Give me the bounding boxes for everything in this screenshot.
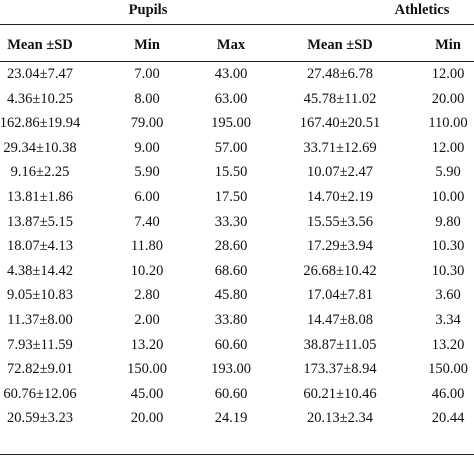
rule	[0, 24, 474, 25]
cell: 150.00	[127, 361, 167, 378]
group-header: Pupils	[128, 2, 168, 18]
cell: 13.81±1.86	[7, 189, 73, 205]
cell: 17.50	[214, 189, 248, 205]
cell: 60.76±12.06	[3, 385, 77, 402]
cell: 10.30	[431, 238, 465, 255]
cell: 193.00	[211, 361, 251, 378]
cell: 4.38±14.42	[7, 262, 73, 279]
cell: 17.29±3.94	[307, 238, 373, 255]
column-header: Mean ±SD	[7, 37, 73, 53]
rule	[0, 454, 474, 455]
cell: 2.00	[134, 312, 160, 328]
cell: 60.60	[214, 336, 248, 353]
cell: 60.60	[214, 385, 248, 402]
cell: 11.37±8.00	[7, 312, 73, 328]
cell: 28.60	[214, 238, 248, 255]
cell: 79.00	[130, 115, 164, 132]
cell: 60.21±10.46	[303, 385, 377, 402]
cell: 110.00	[428, 115, 468, 132]
cell: 23.04±7.47	[7, 66, 73, 82]
cell: 14.70±2.19	[307, 189, 373, 205]
cell: 20.13±2.34	[307, 410, 373, 427]
cell: 8.00	[134, 90, 160, 107]
column-header: Min	[134, 37, 160, 53]
cell: 15.55±3.56	[307, 213, 373, 230]
cell: 20.00	[431, 90, 465, 107]
cell: 7.93±11.59	[7, 336, 73, 353]
cell: 20.59±3.23	[7, 410, 73, 427]
cell: 33.71±12.69	[303, 139, 377, 156]
cell: 150.00	[428, 361, 468, 378]
cell: 24.19	[214, 410, 248, 427]
cell: 14.47±8.08	[307, 312, 373, 328]
cell: 63.00	[214, 90, 248, 107]
cell: 7.00	[134, 66, 160, 82]
cell: 9.00	[134, 139, 160, 156]
cell: 27.48±6.78	[307, 66, 373, 82]
cell: 20.44	[431, 410, 465, 427]
cell: 12.00	[431, 139, 465, 156]
cell: 38.87±11.05	[303, 336, 377, 353]
column-header: Min	[435, 37, 461, 53]
cell: 46.00	[431, 385, 465, 402]
cell: 13.20	[130, 336, 164, 353]
cell: 68.60	[214, 262, 248, 279]
cell: 45.00	[130, 385, 164, 402]
cell: 167.40±20.51	[299, 115, 381, 132]
cell: 29.34±10.38	[3, 139, 77, 156]
cell: 72.82±9.01	[7, 361, 73, 378]
cell: 10.07±2.47	[307, 164, 373, 181]
cell: 5.90	[134, 164, 160, 181]
cell: 57.00	[214, 139, 248, 156]
cell: 9.05±10.83	[7, 287, 73, 304]
cell: 13.20	[431, 336, 465, 353]
cell: 33.30	[214, 213, 248, 230]
cell: 5.90	[435, 164, 461, 181]
cell: 43.00	[214, 66, 248, 82]
cell: 162.86±19.94	[0, 115, 81, 132]
cell: 9.16±2.25	[10, 164, 70, 181]
cell: 10.30	[431, 262, 465, 279]
column-header: Max	[216, 37, 246, 53]
group-header: Athletics	[394, 2, 450, 18]
cell: 26.68±10.42	[303, 262, 377, 279]
cell: 2.80	[134, 287, 160, 304]
cell: 17.04±7.81	[307, 287, 373, 304]
cell: 45.78±11.02	[303, 90, 377, 107]
cell: 18.07±4.13	[7, 238, 73, 255]
cell: 10.00	[431, 189, 465, 205]
cell: 7.40	[134, 213, 160, 230]
cell: 12.00	[431, 66, 465, 82]
cell: 3.34	[435, 312, 461, 328]
cell: 4.36±10.25	[7, 90, 73, 107]
cell: 11.80	[130, 238, 164, 255]
cell: 33.80	[214, 312, 248, 328]
cell: 3.60	[435, 287, 461, 304]
cell: 195.00	[211, 115, 251, 132]
cell: 13.87±5.15	[7, 213, 73, 230]
cell: 173.37±8.94	[303, 361, 377, 378]
cell: 10.20	[130, 262, 164, 279]
cell: 45.80	[214, 287, 248, 304]
cell: 9.80	[435, 213, 461, 230]
cell: 15.50	[214, 164, 248, 181]
rule	[0, 61, 474, 62]
cell: 20.00	[130, 410, 164, 427]
cell: 6.00	[134, 189, 160, 205]
column-header: Mean ±SD	[307, 37, 373, 53]
